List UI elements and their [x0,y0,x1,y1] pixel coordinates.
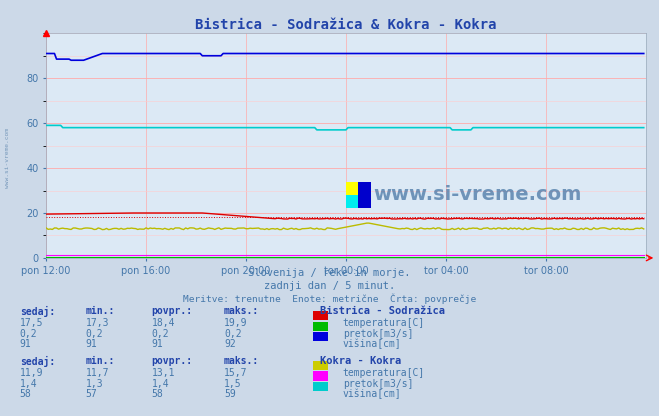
Title: Bistrica - Sodražica & Kokra - Kokra: Bistrica - Sodražica & Kokra - Kokra [195,18,497,32]
Text: zadnji dan / 5 minut.: zadnji dan / 5 minut. [264,281,395,291]
Text: 1,4: 1,4 [152,379,169,389]
Text: 18,4: 18,4 [152,318,175,328]
Text: 1,4: 1,4 [20,379,38,389]
Text: 17,3: 17,3 [86,318,109,328]
Text: Bistrica - Sodražica: Bistrica - Sodražica [320,306,445,316]
Text: temperatura[C]: temperatura[C] [343,318,425,328]
Text: sedaj:: sedaj: [20,306,55,317]
Text: pretok[m3/s]: pretok[m3/s] [343,379,413,389]
Bar [346,181,358,195]
Text: Slovenija / reke in morje.: Slovenija / reke in morje. [248,268,411,278]
Text: temperatura[C]: temperatura[C] [343,368,425,378]
Text: 91: 91 [86,339,98,349]
Text: 58: 58 [20,389,32,399]
Text: maks.:: maks.: [224,306,259,316]
Text: pretok[m3/s]: pretok[m3/s] [343,329,413,339]
Text: 17,5: 17,5 [20,318,43,328]
Text: Meritve: trenutne  Enote: metrične  Črta: povprečje: Meritve: trenutne Enote: metrične Črta: … [183,293,476,304]
Text: 13,1: 13,1 [152,368,175,378]
Text: 0,2: 0,2 [224,329,242,339]
Text: višina[cm]: višina[cm] [343,389,401,399]
Text: 92: 92 [224,339,236,349]
Bar [358,181,371,208]
Text: sedaj:: sedaj: [20,356,55,367]
Text: www.si-vreme.com: www.si-vreme.com [373,186,581,204]
Text: 1,5: 1,5 [224,379,242,389]
Text: 0,2: 0,2 [20,329,38,339]
Text: min.:: min.: [86,356,115,366]
Bar [346,195,358,208]
Text: 1,3: 1,3 [86,379,103,389]
Text: min.:: min.: [86,306,115,316]
Text: 19,9: 19,9 [224,318,248,328]
Text: povpr.:: povpr.: [152,356,192,366]
Text: maks.:: maks.: [224,356,259,366]
Text: 0,2: 0,2 [152,329,169,339]
Text: Kokra - Kokra: Kokra - Kokra [320,356,401,366]
Text: 15,7: 15,7 [224,368,248,378]
Text: www.si-vreme.com: www.si-vreme.com [5,128,11,188]
Text: 11,9: 11,9 [20,368,43,378]
Text: povpr.:: povpr.: [152,306,192,316]
Text: 91: 91 [20,339,32,349]
Text: 58: 58 [152,389,163,399]
Text: 91: 91 [152,339,163,349]
Text: višina[cm]: višina[cm] [343,339,401,349]
Text: 59: 59 [224,389,236,399]
Text: 57: 57 [86,389,98,399]
Text: 0,2: 0,2 [86,329,103,339]
Text: 11,7: 11,7 [86,368,109,378]
